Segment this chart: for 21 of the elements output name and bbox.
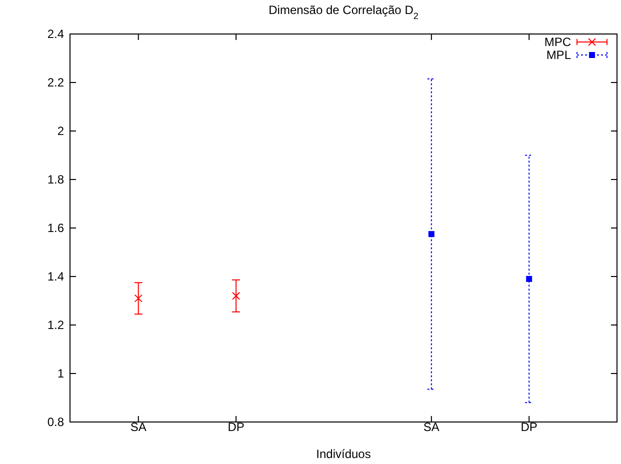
x-tick-label: SA	[130, 420, 146, 434]
x-tick-label: DP	[228, 420, 244, 434]
y-tick-label: 1	[57, 366, 64, 380]
point	[232, 292, 240, 300]
point	[526, 276, 532, 282]
x-axis-title: Indivíduos	[316, 447, 371, 461]
chart-title: Dimensão de Correlação D$_{2}$	[268, 3, 418, 21]
legend-label: MPC	[544, 35, 572, 49]
x-tick-label: SA	[423, 420, 440, 434]
y-tick-label: 1.2	[47, 318, 64, 332]
y-tick-label: 1.6	[47, 220, 64, 235]
legend-label: MPL	[546, 48, 572, 62]
x-tick-label: DP	[520, 420, 538, 434]
y-tick-label: 0.8	[47, 414, 64, 429]
y-tick-label: 2.4	[47, 26, 64, 41]
point	[134, 294, 142, 302]
y-tick-label: 1.8	[47, 172, 64, 186]
y-tick-label: 1.4	[47, 269, 64, 284]
y-tick-label: 2	[57, 124, 64, 138]
point	[428, 231, 434, 238]
y-tick-label: 2.2	[47, 75, 64, 90]
